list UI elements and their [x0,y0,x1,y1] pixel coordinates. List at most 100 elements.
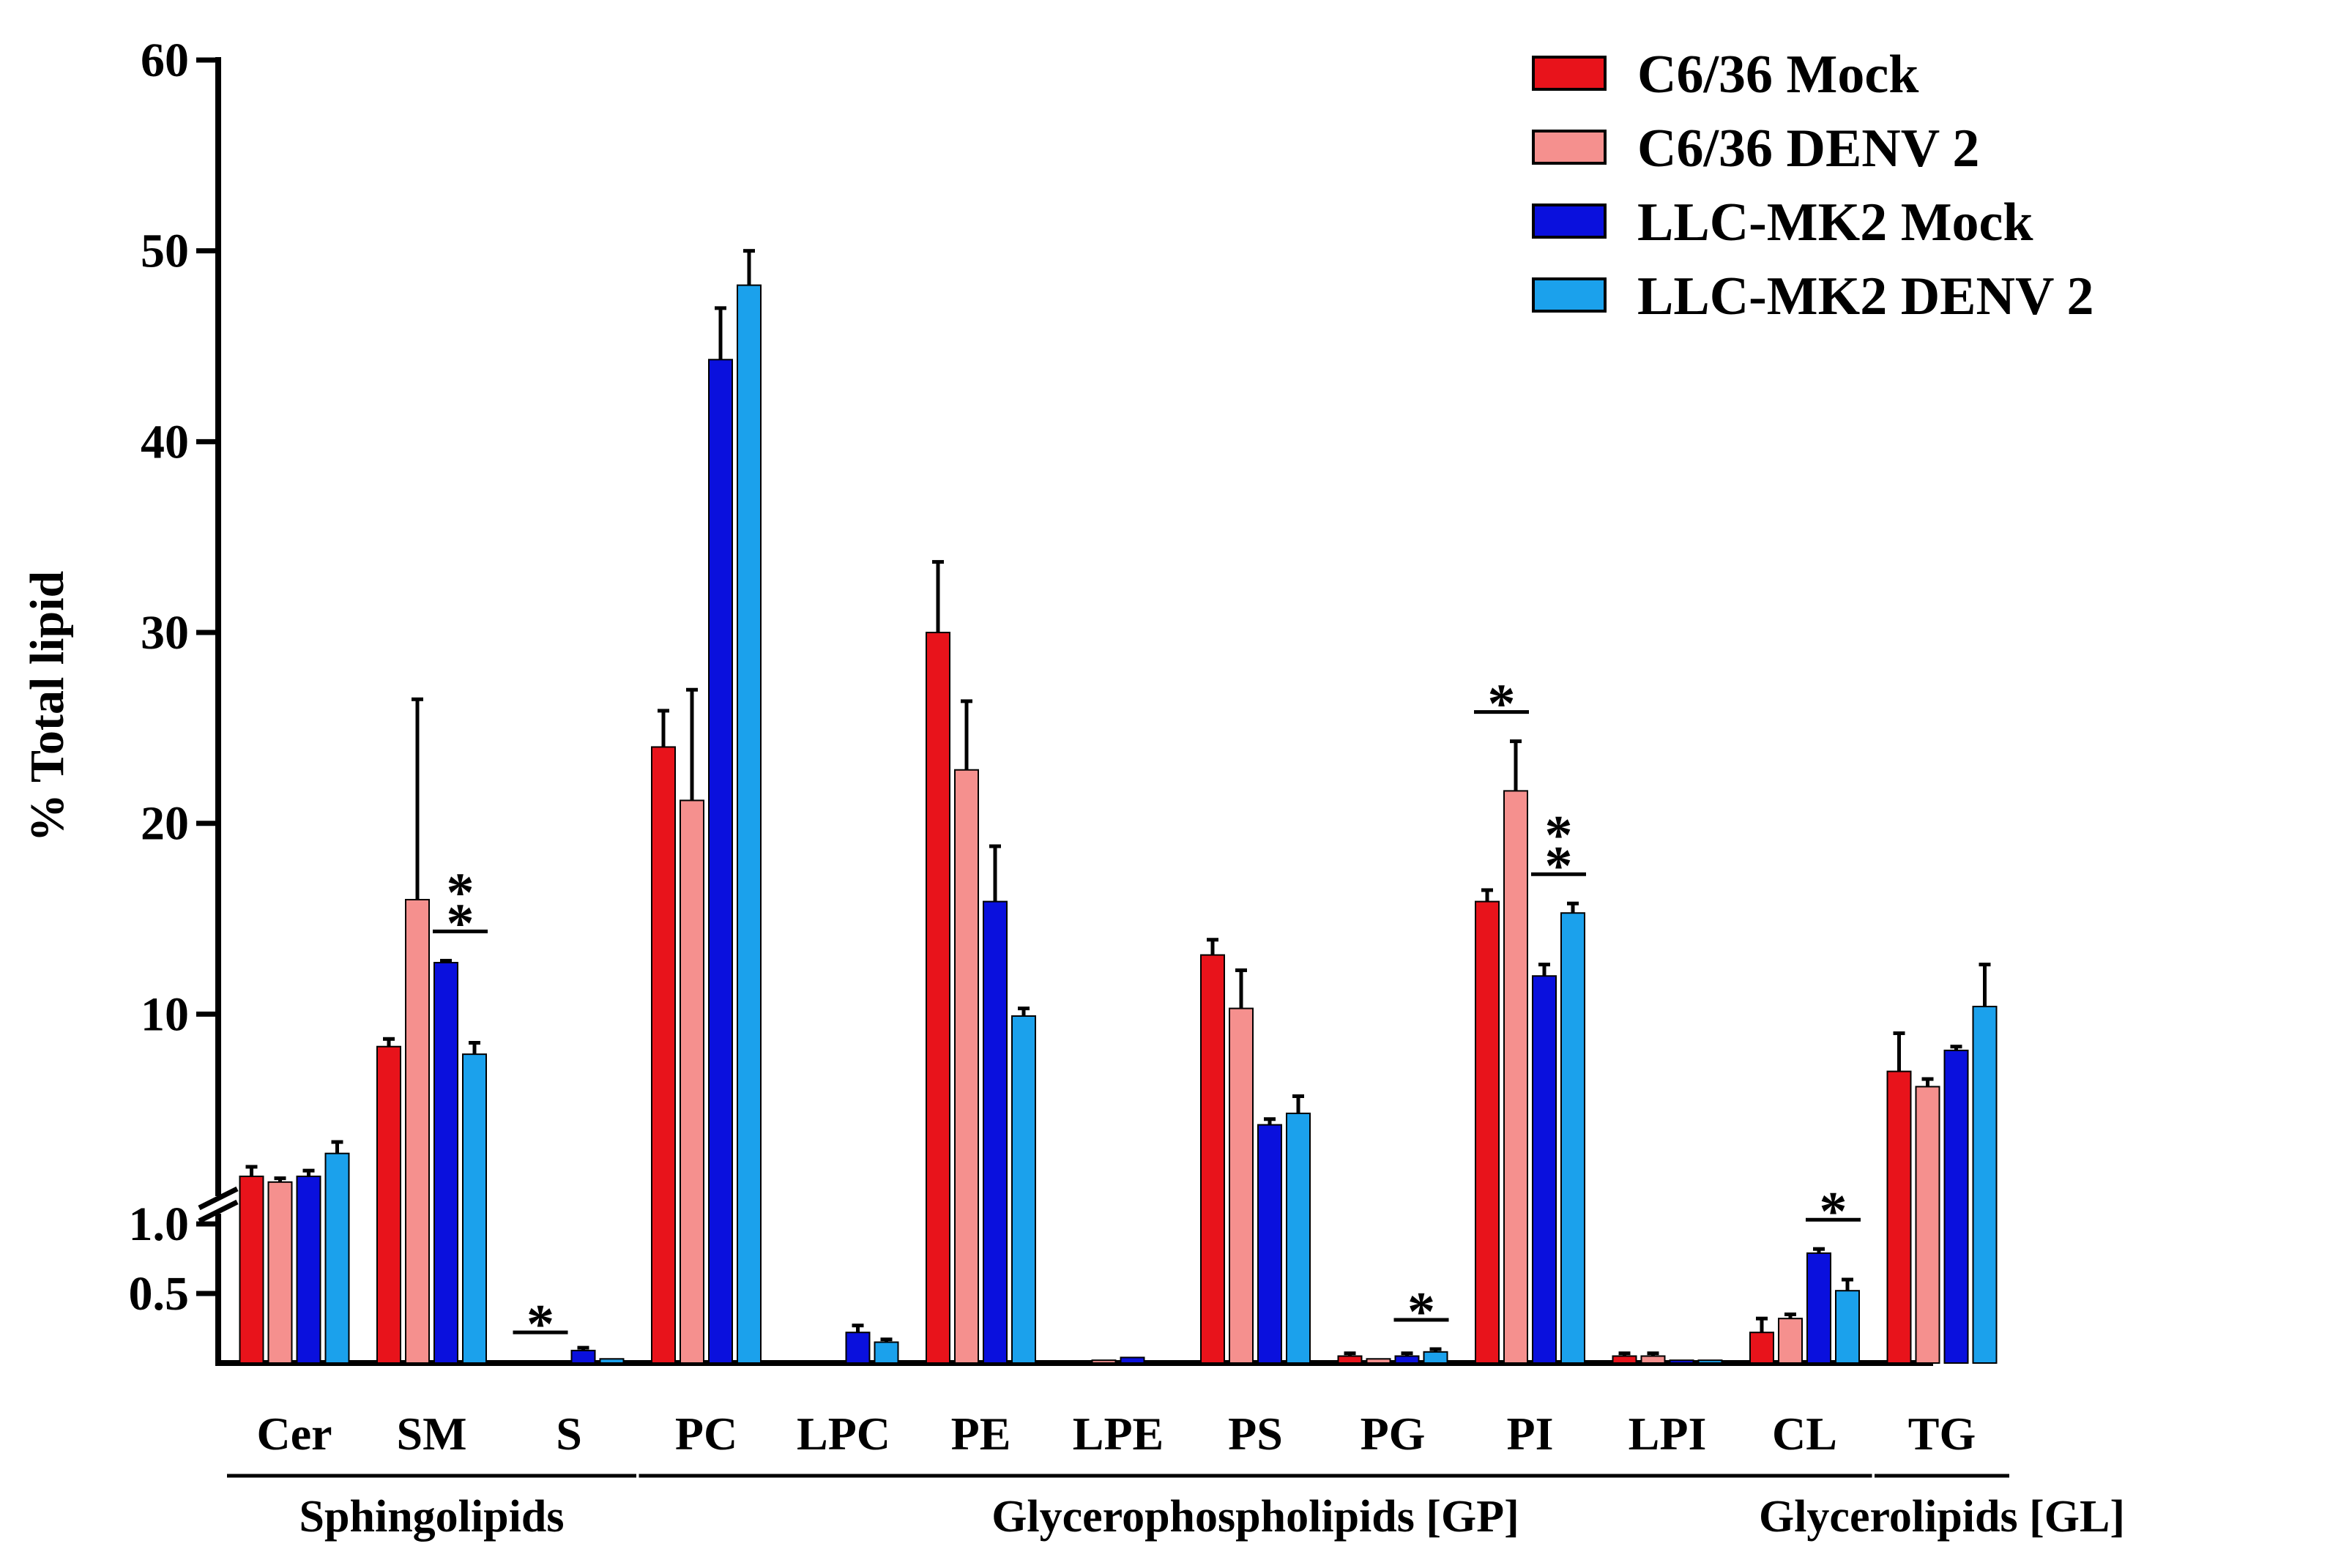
category-label: LPI [1629,1408,1707,1460]
bar [1503,790,1528,1364]
y-tick-label: 0.5 [129,1267,190,1321]
labels-layer: Cer SM S PC LPC PE LPE PS PG PI LPI CL TG Sphingolipi… [227,1408,2125,1542]
legend-entry-label: C6/36 Mock [1637,45,1919,105]
bar [1286,1112,1311,1364]
group-label: Glycerophospholipids [GP] [991,1492,1519,1542]
significance-star: * [1820,1181,1847,1242]
bar [1560,912,1585,1364]
group-label: Sphingolipids [299,1492,565,1542]
bar [651,746,676,1364]
bar [816,1361,842,1364]
category-label: Cer [256,1408,332,1460]
bar [433,962,458,1364]
y-axis-label: % Total lipid [21,571,74,843]
bar [239,1175,264,1364]
bar [954,769,979,1364]
bar [1200,954,1225,1364]
bar [1257,1124,1282,1364]
category-label: PI [1507,1408,1554,1460]
bar [1749,1332,1774,1364]
bar [845,1332,871,1364]
bar [708,359,733,1364]
legend: C6/36 Mock C6/36 DENV 2 LLC-MK2 Mock LLC-MK… [1532,45,2094,326]
y-tick-label: 50 [141,225,189,278]
bar [296,1175,321,1364]
significance-star: * [447,862,474,923]
legend-swatch [1532,204,1607,239]
bar [1394,1355,1420,1364]
bar [1475,900,1500,1364]
bar [542,1361,567,1364]
bar [1148,1361,1174,1364]
legend-swatch [1532,130,1607,165]
bar [1423,1351,1448,1364]
significance-layer: *** ***** [433,673,1861,1355]
significance-star: * [1545,804,1573,866]
category-label: S [556,1408,582,1460]
bar [1697,1359,1723,1364]
bar [1972,1005,1998,1364]
category-label: PG [1361,1408,1426,1460]
bar [1915,1086,1940,1364]
bar [1532,975,1557,1364]
bar [1886,1070,1912,1364]
bar [513,1361,539,1364]
category-label: LPC [797,1408,890,1460]
bar [376,1045,401,1364]
y-tick-label: 60 [141,34,189,87]
bar [1337,1355,1363,1364]
significance-star: * [526,1293,554,1355]
legend-swatch [1532,56,1607,91]
category-label: CL [1772,1408,1837,1460]
bar [1366,1358,1391,1364]
category-label: PS [1228,1408,1283,1460]
bar [1120,1356,1145,1364]
bar [1229,1007,1254,1364]
y-tick-label: 30 [141,606,189,660]
significance-star: * [1545,835,1573,897]
bar [680,799,704,1364]
significance-star: * [447,892,474,954]
y-tick-label: 1.0 [129,1198,190,1251]
bar [1943,1049,1969,1364]
significance-star: * [1488,673,1516,735]
category-label: PC [675,1408,737,1460]
category-label: LPE [1073,1408,1164,1460]
y-tick-label: 20 [141,797,189,851]
y-tick-label: 40 [141,415,189,468]
bar [1091,1359,1117,1364]
legend-swatch [1532,277,1607,313]
bar [462,1053,487,1364]
legend-entry-label: C6/36 DENV 2 [1637,119,1979,179]
axis-break-slash [198,1199,239,1224]
bar [1612,1355,1637,1364]
axis-break-slash [198,1186,239,1211]
bar [874,1341,899,1364]
bar [1778,1318,1803,1364]
bar [405,898,430,1364]
bar [926,632,950,1364]
legend-entry-label: LLC-MK2 Mock [1637,193,2033,253]
legend-entry-label: LLC-MK2 DENV 2 [1637,266,2094,326]
bar [1640,1355,1666,1364]
axes-layer: 10 20 30 40 50 60 0.5 1.0 [129,34,1933,1366]
bar [570,1349,596,1364]
category-label: PE [951,1408,1011,1460]
bar [1806,1252,1831,1364]
bar [1062,1361,1088,1364]
group-label: Glycerolipids [GL] [1759,1492,2125,1542]
y-tick-label: 10 [141,988,189,1041]
bar [1835,1290,1860,1364]
bar [788,1361,814,1364]
category-label: SM [397,1408,467,1460]
bar [1669,1359,1694,1364]
bars-layer [239,249,1998,1364]
category-label: TG [1908,1408,1976,1460]
bar [267,1181,293,1364]
bar [324,1152,350,1364]
bar [737,284,762,1364]
bar [983,900,1008,1364]
significance-star: * [1407,1281,1435,1343]
bar [1011,1015,1036,1364]
